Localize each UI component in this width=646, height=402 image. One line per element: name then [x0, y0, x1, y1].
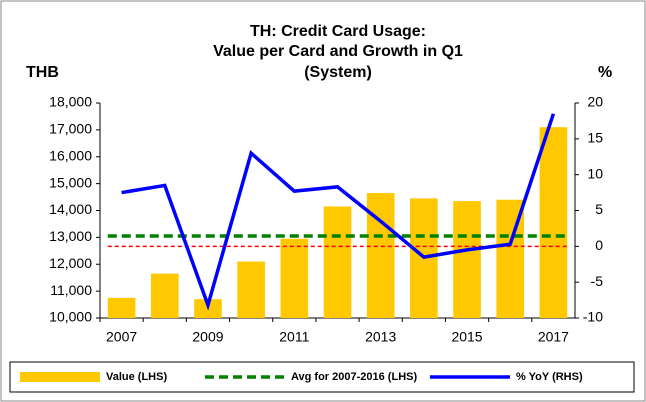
x-tick-label: 2009	[192, 329, 223, 345]
y-tick-label: 10,000	[49, 309, 92, 325]
chart-title: TH: Credit Card Usage:	[250, 23, 426, 40]
bar	[107, 297, 136, 318]
bar	[539, 127, 568, 318]
x-tick-label: 2011	[279, 329, 309, 345]
legend-label: Avg for 2007-2016 (LHS)	[291, 371, 417, 383]
y2-axis-label: %	[598, 64, 612, 81]
y2-tick-label: 0	[595, 237, 603, 253]
x-tick-label: 2013	[365, 329, 396, 345]
y2-tick-label: -5	[591, 273, 604, 289]
legend-swatch	[20, 372, 100, 382]
x-tick-label: 2007	[106, 329, 137, 345]
y-tick-label: 11,000	[50, 282, 92, 298]
y-tick-label: 12,000	[49, 255, 92, 271]
x-tick-label: 2015	[451, 329, 482, 345]
chart-title: Value per Card and Growth in Q1	[213, 43, 463, 60]
bar	[237, 261, 265, 318]
y2-tick-label: -10	[583, 309, 603, 325]
bar	[323, 206, 352, 318]
y-tick-label: 13,000	[49, 228, 92, 244]
y2-tick-label: 15	[587, 130, 603, 146]
y2-tick-label: 20	[587, 94, 603, 110]
y-tick-label: 16,000	[49, 147, 92, 163]
y2-tick-label: 10	[587, 165, 603, 181]
y-tick-label: 15,000	[49, 174, 92, 190]
y-tick-label: 18,000	[49, 94, 92, 110]
x-tick-label: 2017	[538, 329, 569, 345]
legend-label: % YoY (RHS)	[516, 371, 583, 383]
y2-tick-label: 5	[595, 201, 603, 217]
chart-title: (System)	[304, 64, 372, 81]
yoy-line	[121, 113, 556, 311]
bar	[453, 201, 481, 318]
bar	[280, 238, 309, 318]
y-tick-label: 17,000	[49, 121, 92, 137]
legend-box	[9, 361, 635, 393]
bar	[150, 273, 179, 318]
legend-label: Value (LHS)	[106, 371, 167, 383]
y-axis-label: THB	[26, 64, 59, 81]
y-tick-label: 14,000	[49, 201, 92, 217]
